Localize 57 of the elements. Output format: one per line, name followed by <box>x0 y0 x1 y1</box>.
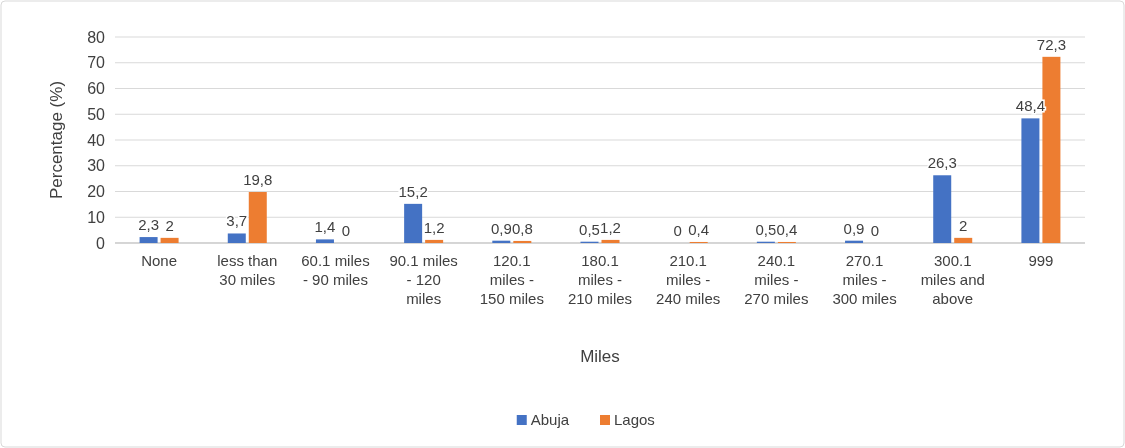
legend-label: Lagos <box>614 411 655 429</box>
x-tick-label: 90.1 miles - 120 miles <box>389 252 458 307</box>
y-tick-label: 60 <box>87 80 106 98</box>
x-tick-label: 210.1 miles - 240 miles <box>656 252 721 307</box>
data-label: 0 <box>673 222 682 239</box>
y-tick-label: 0 <box>96 234 106 252</box>
y-tick-label: 70 <box>87 54 106 72</box>
x-tick-label: None <box>141 252 178 269</box>
x-tick-label: 240.1 miles - 270 miles <box>744 252 809 307</box>
data-label: 0,9 <box>490 219 512 237</box>
bar <box>601 239 620 243</box>
bar <box>160 237 179 243</box>
data-label: 2 <box>165 216 174 234</box>
data-label: 2,3 <box>138 216 160 234</box>
data-label: 19,8 <box>243 171 273 189</box>
x-tick-label: less than 30 miles <box>217 252 278 288</box>
x-tick-label: 120.1 miles - 150 miles <box>479 252 544 307</box>
bar <box>248 192 267 243</box>
data-label: 1,4 <box>314 218 336 236</box>
data-label: 0,4 <box>776 220 798 238</box>
x-tick-label: 999 <box>1028 252 1054 269</box>
data-label: 1,2 <box>423 218 445 236</box>
data-label: 0,9 <box>843 219 865 237</box>
data-label: 0,5 <box>579 220 600 238</box>
y-tick-label: 50 <box>87 105 106 123</box>
x-tick-label: 300.1 miles and above <box>920 252 985 307</box>
bar <box>404 203 423 243</box>
y-tick-label: 30 <box>87 157 106 175</box>
data-label: 0 <box>341 222 351 239</box>
bar <box>227 233 246 243</box>
bar <box>425 239 444 243</box>
bar <box>315 239 334 243</box>
data-label: 15,2 <box>398 182 428 200</box>
data-label: 0 <box>870 222 880 239</box>
data-label: 0,4 <box>688 220 710 238</box>
data-label: 0,8 <box>511 219 533 237</box>
bar <box>954 237 973 243</box>
bar <box>139 237 158 243</box>
legend-label: Abuja <box>530 411 570 429</box>
data-label: 1,2 <box>600 218 621 236</box>
y-axis-title: Percentage (%) <box>47 80 66 200</box>
data-label: 2 <box>959 216 968 234</box>
x-tick-label: 60.1 miles - 90 miles <box>301 252 370 288</box>
x-axis-title: Miles <box>580 347 620 366</box>
data-label: 0,5 <box>755 220 777 238</box>
y-tick-label: 10 <box>87 208 106 226</box>
y-tick-label: 80 <box>87 28 106 46</box>
y-tick-label: 40 <box>87 131 106 149</box>
x-tick-label: 270.1 miles - 300 miles <box>832 252 897 307</box>
data-label: 3,7 <box>226 212 248 230</box>
bar <box>1021 118 1040 243</box>
y-tick-label: 20 <box>87 183 106 201</box>
bar <box>513 240 532 243</box>
x-tick-label: 180.1 miles - 210 miles <box>567 252 633 307</box>
data-label: 72,3 <box>1036 35 1067 53</box>
bar <box>933 175 952 243</box>
data-label: 26,3 <box>927 154 957 172</box>
